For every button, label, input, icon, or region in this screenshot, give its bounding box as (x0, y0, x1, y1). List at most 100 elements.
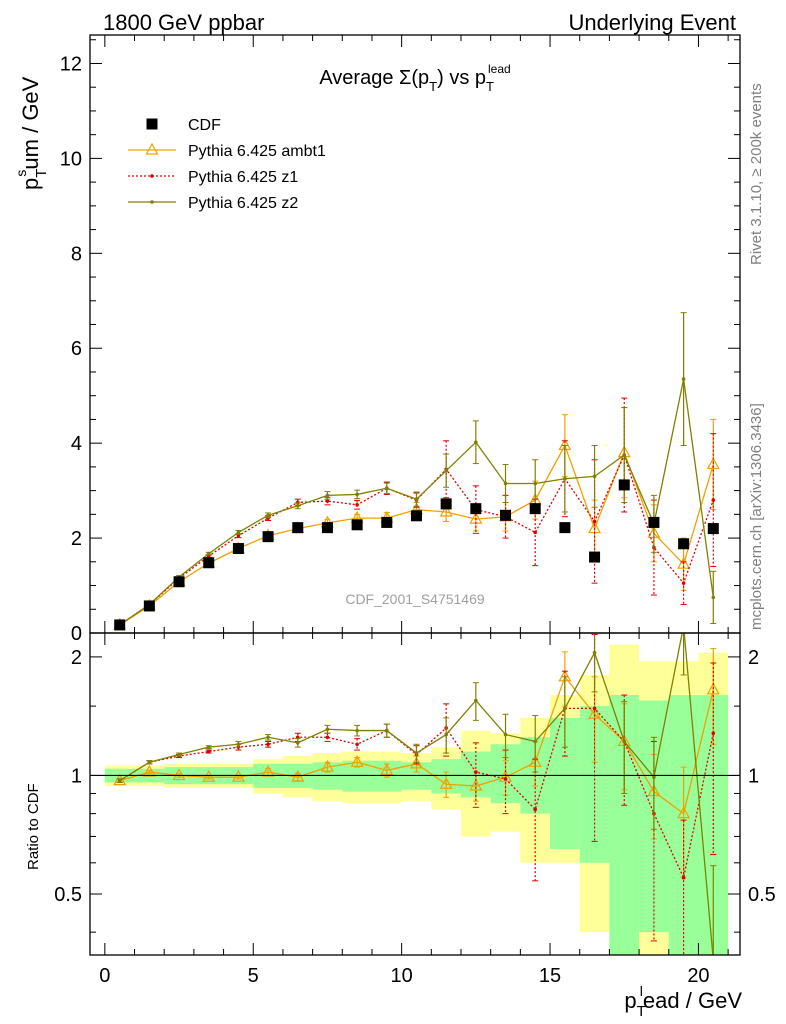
main-cdf-point (203, 557, 215, 569)
main-pythia-6-425-z2-point (355, 492, 359, 497)
main-pythia-6-425-ambt1-point (439, 504, 453, 517)
main-y-tick-label: 2 (71, 528, 82, 550)
main-cdf-point (381, 516, 393, 528)
ratio-pythia-6-425-z2-point (444, 732, 448, 737)
ratio-y-tick-label: 2 (748, 647, 759, 669)
main-pythia-6-425-z1-point (681, 581, 686, 585)
main-pythia-6-425-z2-point (622, 453, 627, 457)
main-cdf-point (707, 523, 719, 535)
main-cdf-point (321, 522, 333, 534)
main-pythia-6-425-ambt1-point (677, 556, 691, 569)
ratio-pythia-6-425-z1-point (533, 807, 538, 812)
ratio-pythia-6-425-z2-point (563, 706, 567, 711)
ratio-pythia-6-425-z2-point (295, 741, 300, 745)
x-tick-label: 10 (391, 965, 413, 987)
ratio-pythia-6-425-ambt1-point (291, 769, 305, 782)
main-pythia-6-425-z2-point (325, 493, 330, 498)
main-pythia-6-425-z2-point (563, 476, 567, 481)
ratio-panel: 0.5 0.51 12 20 5 10 15 20 Ratio to CDF pTlead /… (25, 632, 776, 1020)
x-tick-label: 0 (99, 965, 110, 987)
ratio-pythia-6-425-z2-point (236, 742, 241, 747)
main-cdf-point (262, 531, 274, 543)
x-tick-label: 20 (687, 965, 709, 987)
main-y-tick-label: 12 (60, 53, 82, 75)
x-tick-label: 15 (539, 965, 561, 987)
main-pythia-6-425-z2-point (592, 474, 597, 479)
analysis-watermark: CDF_2001_S4751469 (345, 591, 485, 607)
main-pythia-6-425-z1-line (119, 453, 714, 626)
ratio-y-tick-label: 1 (71, 765, 82, 787)
main-pythia-6-425-z2-point (503, 481, 508, 486)
ratio-pythia-6-425-z1-point (206, 749, 211, 754)
ratio-pythia-6-425-z1-point (503, 777, 508, 781)
ratio-pythia-6-425-z2-point (325, 727, 330, 732)
ratio-y-tick-label: 0.5 (748, 884, 776, 906)
ratio-pythia-6-425-z1-point (474, 770, 478, 774)
ratio-y-tick-label: 0.5 (54, 884, 82, 906)
ratio-pythia-6-425-ambt1-point (380, 763, 394, 775)
main-cdf-point (618, 479, 630, 491)
ratio-uncertainty-bands (104, 644, 729, 955)
ratio-pythia-6-425-z2-point (652, 775, 656, 779)
legend-pythia-6-425-z2-label: Pythia 6.425 z2 (188, 195, 298, 212)
ratio-panel-data (113, 633, 720, 955)
ratio-pythia-6-425-z2-point (503, 732, 508, 737)
ratio-pythia-6-425-ambt1-point (320, 759, 334, 772)
ratio-pythia-6-425-ambt1-point (350, 755, 364, 767)
main-panel-axes: 0 2 4 6 8 10 12 (60, 34, 741, 645)
ratio-pythia-6-425-z1-point (325, 735, 330, 740)
ratio-panel-ylabel: Ratio to CDF (25, 783, 42, 870)
ratio-pythia-6-425-ambt1-point (469, 778, 483, 791)
legend-cdf-label: CDF (188, 117, 221, 134)
main-cdf-point (589, 551, 601, 563)
main-y-tick-label: 10 (60, 148, 82, 170)
main-pythia-6-425-z1-point (325, 499, 330, 503)
x-tick-label: 5 (248, 965, 259, 987)
ratio-pythia-6-425-z2-point (592, 650, 597, 655)
main-cdf-point (500, 509, 512, 521)
main-cdf-point (114, 619, 126, 631)
ratio-pythia-6-425-ambt1-point (261, 764, 275, 777)
main-pythia-6-425-z1-point (592, 519, 597, 524)
ratio-pythia-6-425-z1-point (355, 742, 359, 747)
main-cdf-point (173, 576, 185, 588)
ratio-pythia-6-425-ambt1-point (202, 769, 216, 782)
ratio-pythia-6-425-z2-point (414, 751, 419, 755)
ratio-pythia-6-425-ambt1-point (588, 707, 602, 719)
ratio-pythia-6-425-z1-point (592, 706, 597, 711)
main-pythia-6-425-z2-point (444, 468, 448, 473)
main-cdf-point (529, 503, 541, 515)
main-pythia-6-425-z2-point (236, 530, 241, 535)
main-y-tick-label: 8 (71, 243, 82, 265)
main-cdf-point (410, 510, 422, 522)
main-panel-title: Average Σ(pT) vs pTlead (319, 62, 510, 94)
legend-cdf-marker (146, 118, 158, 130)
main-pythia-6-425-z1-point (711, 498, 716, 502)
ratio-pythia-6-425-z2-point (147, 760, 152, 765)
main-y-tick-label: 0 (71, 623, 82, 645)
main-panel-ylabel: pTsum / GeV (13, 76, 50, 190)
ratio-pythia-6-425-ambt1-point (142, 764, 156, 777)
ratio-pythia-6-425-z2-point (355, 728, 359, 733)
mcplots-reference-label: mcplots.cern.ch [arXiv:1306.3436] (748, 403, 765, 630)
legend-pythia-6-425-z2-marker (150, 200, 154, 204)
x-axis-label: pTlead / GeV (624, 983, 742, 1020)
ratio-pythia-6-425-z2-point (622, 739, 627, 744)
ratio-pythia-6-425-z2-point (385, 728, 389, 733)
main-pythia-6-425-z2-point (385, 486, 389, 491)
main-cdf-point (559, 522, 571, 534)
ratio-pythia-6-425-ambt1-point (439, 776, 453, 789)
main-cdf-point (292, 522, 304, 534)
ratio-pythia-6-425-z1-point (711, 731, 716, 736)
legend-pythia-6-425-z1-marker (150, 174, 154, 178)
collision-label: 1800 GeV ppbar (103, 10, 264, 35)
main-cdf-point (232, 543, 244, 555)
ratio-y-tick-label: 1 (748, 765, 759, 787)
ratio-pythia-6-425-ambt1-point (172, 768, 186, 781)
main-cdf-point (143, 600, 155, 612)
ratio-pythia-6-425-z2-point (533, 739, 538, 744)
main-pythia-6-425-z2-point (533, 481, 538, 486)
legend-pythia-6-425-ambt1-label: Pythia 6.425 ambt1 (188, 143, 326, 160)
main-cdf-point (351, 519, 363, 531)
